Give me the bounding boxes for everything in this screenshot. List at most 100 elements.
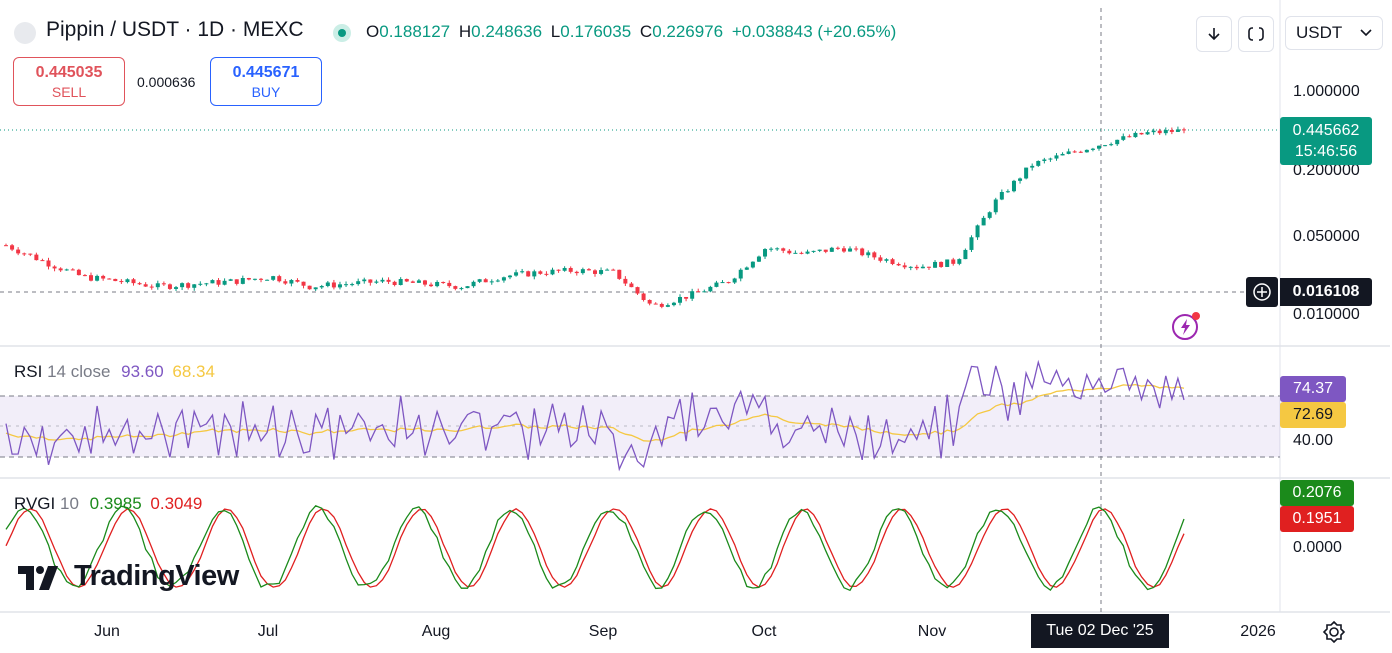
candle-body xyxy=(1060,153,1065,156)
time-label: Nov xyxy=(917,623,947,640)
candle-body xyxy=(933,261,938,268)
fullscreen-button[interactable] xyxy=(1238,16,1274,52)
candle-body xyxy=(319,286,324,288)
candle-body xyxy=(277,276,282,282)
candle-body xyxy=(416,280,421,283)
lightning-icon[interactable] xyxy=(1170,310,1204,344)
candle-body xyxy=(204,283,209,285)
rvgi-line xyxy=(5,505,1185,592)
candle-body xyxy=(1145,132,1150,135)
candle-body xyxy=(1036,160,1041,166)
rsi-series xyxy=(5,359,1185,472)
candle-body xyxy=(1030,165,1035,168)
candle-body xyxy=(1048,158,1053,160)
candle-body xyxy=(763,249,768,257)
candle-body xyxy=(34,254,39,261)
candle-body xyxy=(908,266,913,268)
candle-body xyxy=(538,271,543,274)
rvgi-value-tag: 0.2076 xyxy=(1280,480,1354,506)
rsi-legend[interactable]: RSI 14 close 93.60 68.34 xyxy=(14,362,215,382)
currency-select-value: USDT xyxy=(1296,23,1343,42)
last-price-value: 0.445662 xyxy=(1292,122,1360,139)
candle-body xyxy=(550,269,555,275)
candle-body xyxy=(301,281,306,286)
candle-body xyxy=(386,279,391,282)
candle-body xyxy=(805,251,810,254)
candle-body xyxy=(435,281,440,287)
candle-body xyxy=(629,283,634,288)
close-value: 0.226976 xyxy=(652,22,724,41)
candle-body xyxy=(556,269,561,271)
high-value: 0.248636 xyxy=(471,22,543,41)
candle-body xyxy=(514,272,519,276)
candle-body xyxy=(568,267,573,272)
candle-body xyxy=(1109,144,1114,146)
currency-select[interactable]: USDT xyxy=(1285,16,1383,50)
candle-body xyxy=(1011,180,1016,192)
market-status-icon[interactable] xyxy=(333,24,351,42)
candle-body xyxy=(465,286,470,289)
settings-gear-icon[interactable] xyxy=(1322,620,1346,644)
candle-body xyxy=(180,283,185,288)
candle-body xyxy=(878,257,883,261)
plus-circle-icon xyxy=(1253,283,1271,301)
candle-body xyxy=(404,279,409,282)
candle-body xyxy=(860,248,865,256)
candle-body xyxy=(137,283,142,285)
candle-body xyxy=(313,287,318,290)
rsi-params: 14 close xyxy=(47,362,111,381)
tradingview-logo-text[interactable]: TradingView xyxy=(74,560,239,592)
download-button[interactable] xyxy=(1196,16,1232,52)
candle-body xyxy=(617,269,622,279)
candle-body xyxy=(1163,130,1168,134)
candle-body xyxy=(1157,130,1162,134)
candle-body xyxy=(951,259,956,264)
candle-body xyxy=(708,286,713,292)
candle-body xyxy=(331,282,336,288)
rvgi-value: 0.3985 xyxy=(89,494,142,513)
rsi-line xyxy=(5,359,1185,472)
candle-body xyxy=(975,225,980,238)
candle-body xyxy=(161,283,166,285)
candle-body xyxy=(289,280,294,284)
candle-body xyxy=(678,296,683,303)
candle-body xyxy=(920,266,925,269)
rvgi-axis-tick: 0.0000 xyxy=(1293,539,1342,556)
bar-countdown: 15:46:56 xyxy=(1294,143,1358,160)
candle-body xyxy=(259,278,264,280)
candle-body xyxy=(350,284,355,286)
symbol-title[interactable]: Pippin / USDT · 1D · MEXC xyxy=(46,18,304,41)
price-tick: 1.000000 xyxy=(1293,83,1360,100)
candle-body xyxy=(671,302,676,306)
candle-body xyxy=(605,269,610,271)
add-alert-button[interactable] xyxy=(1246,277,1278,307)
sell-button[interactable]: 0.445035 SELL xyxy=(13,57,125,106)
rsi-axis-tick: 40.00 xyxy=(1293,432,1334,449)
rsi-ma-tag: 72.69 xyxy=(1280,402,1346,428)
candle-body xyxy=(149,286,154,288)
candle-body xyxy=(356,281,361,285)
candle-body xyxy=(1005,191,1010,193)
candle-body xyxy=(653,303,658,305)
candle-body xyxy=(392,281,397,286)
candle-body xyxy=(422,280,427,285)
candle-body xyxy=(271,276,276,280)
candle-body xyxy=(1054,155,1059,159)
candle-body xyxy=(738,269,743,279)
candle-body xyxy=(811,250,816,252)
rvgi-legend[interactable]: RVGI 10 0.3985 0.3049 xyxy=(14,494,202,514)
buy-button[interactable]: 0.445671 BUY xyxy=(210,57,322,106)
tradingview-logo-icon xyxy=(18,566,58,590)
candle-body xyxy=(234,279,239,284)
candle-body xyxy=(848,248,853,252)
crosshair-price-tag: 0.016108 xyxy=(1280,278,1372,306)
candle-body xyxy=(1169,130,1174,132)
symbol-logo[interactable] xyxy=(14,22,36,44)
candle-body xyxy=(914,266,919,269)
candle-body xyxy=(817,249,822,251)
candle-body xyxy=(410,281,415,283)
close-label: C xyxy=(639,22,653,41)
candle-body xyxy=(483,279,488,283)
candle-body xyxy=(125,279,130,283)
